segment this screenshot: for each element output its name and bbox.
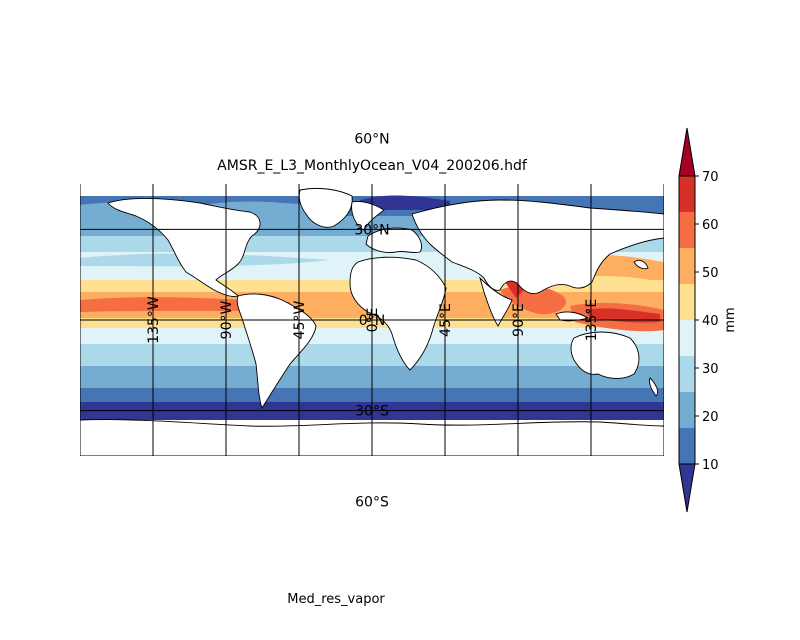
colorbar-tick-label: 40	[702, 314, 719, 329]
figure-title: AMSR_E_L3_MonthlyOcean_V04_200206.hdf	[217, 158, 528, 174]
colorbar-tick-label: 70	[702, 170, 719, 185]
colorbar-tick-label: 50	[702, 266, 719, 281]
colorbar-segment	[679, 356, 695, 392]
parallel-label: 30°S	[355, 404, 389, 420]
meridian-label: 0°E	[365, 308, 381, 333]
colorbar-segment	[679, 284, 695, 320]
parallel-label: 60°N	[354, 132, 389, 148]
parallel-label: 30°N	[354, 222, 389, 238]
parallel-label: 60°S	[355, 494, 389, 510]
colorbar-tick-label: 60	[702, 218, 719, 233]
colorbar-unit-label: mm	[723, 307, 738, 332]
colorbar-segment	[679, 392, 695, 428]
meridian-label: 135°W	[146, 296, 162, 344]
colorbar-tick-label: 20	[702, 410, 719, 425]
colorbar-extend-max	[678, 127, 696, 177]
colorbar-tick-label: 10	[702, 458, 719, 473]
meridian-label: 135°E	[584, 299, 600, 342]
colorbar: 10 20 30 40 50 60 70	[678, 127, 719, 513]
colorbar-segment	[679, 428, 695, 464]
colorbar-segment	[679, 212, 695, 248]
graticule	[80, 184, 664, 456]
colorbar-segment	[679, 320, 695, 356]
colorbar-segment	[679, 248, 695, 284]
variable-label: Med_res_vapor	[287, 592, 385, 607]
meridian-label: 45°W	[292, 301, 308, 340]
graticule-labels: 135°W 90°W 45°W 0°E 45°E 90°E 135°E 60°N 30°N 0°N…	[146, 132, 600, 511]
colorbar-extend-min	[678, 463, 696, 513]
meridian-label: 45°E	[438, 303, 454, 337]
meridian-label: 90°E	[511, 303, 527, 337]
parallel-label: 0°N	[359, 313, 385, 329]
colorbar-tick-label: 30	[702, 362, 719, 377]
meridian-label: 90°W	[219, 301, 235, 340]
map-panel	[80, 184, 664, 456]
colorbar-segment	[679, 176, 695, 212]
